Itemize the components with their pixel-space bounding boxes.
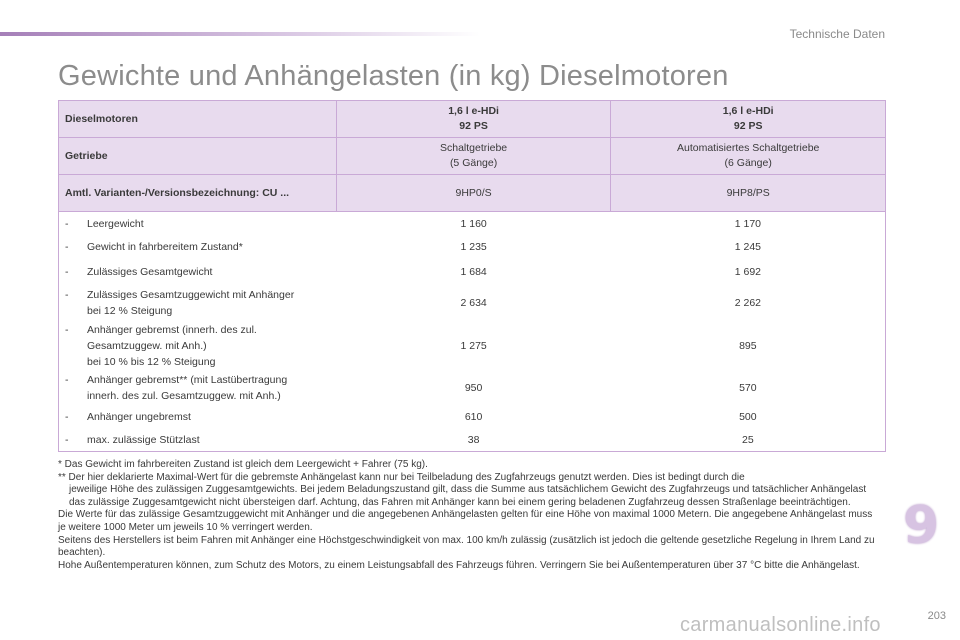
col2-gearbox: Automatisiertes Schaltgetriebe: [676, 142, 820, 154]
row-label: max. zulässige Stützlast: [87, 433, 200, 446]
row-label: Leergewicht: [87, 217, 144, 230]
col1-gears: (5 Gänge): [449, 157, 498, 169]
table-row: - Anhänger gebremst (innerh. des zul. Gesa…: [59, 321, 885, 371]
table-row: - Zulässiges Gesamtzuggewicht mit Anhänge…: [59, 285, 885, 321]
chapter-number: 9: [903, 496, 940, 556]
col2-value: 500: [739, 410, 757, 423]
row-label: Zulässiges Gesamtzuggewicht mit Anhänger: [87, 289, 295, 301]
table-body-row: - Leergewicht 1 160 1 170 - Gewicht in fah…: [58, 211, 886, 452]
footnote-1: * Das Gewicht im fahrbereiten Zustand is…: [58, 459, 428, 470]
col2-value: 1 245: [734, 240, 761, 253]
col2-variant: 9HP8/PS: [610, 174, 886, 212]
col1-value: 1 235: [460, 240, 487, 253]
table-row: - Zulässiges Gesamtgewicht 1 684 1 692: [59, 258, 885, 285]
col1-value: 610: [464, 410, 483, 423]
table-row-engine: Dieselmotoren 1,6 l e-HDi 92 PS 1,6 l e-H…: [58, 100, 886, 138]
col1-gearbox: Schaltgetriebe: [440, 142, 508, 154]
table-row-variant: Amtl. Varianten-/Versionsbezeichnung: CU…: [58, 174, 886, 212]
page-number: 203: [927, 610, 946, 622]
row-label: Amtl. Varianten-/Versionsbezeichnung: CU…: [58, 174, 337, 212]
table-row-gearbox: Getriebe Schaltgetriebe (5 Gänge) Automat…: [58, 137, 886, 175]
col2-engine: 1,6 l e-HDi: [722, 105, 774, 117]
page-title: Gewichte und Anhängelasten (in kg) Diese…: [58, 60, 729, 92]
col1-value: 1 160: [460, 217, 487, 230]
row-label: Zulässiges Gesamtgewicht: [87, 265, 213, 278]
note-altitude: Die Werte für das zulässige Gesamtzuggew…: [58, 509, 873, 533]
col2-value: 570: [739, 382, 757, 394]
row-label: Anhänger gebremst (innerh. des zul.: [87, 324, 257, 336]
row-label: Anhänger gebremst** (mit Lastübertragung: [87, 374, 288, 386]
weights-table: Dieselmotoren 1,6 l e-HDi 92 PS 1,6 l e-H…: [58, 100, 886, 452]
footnote-2-cont: jeweilige Höhe des zulässigen Zuggesamtg…: [69, 484, 867, 508]
col1-engine: 1,6 l e-HDi: [448, 105, 499, 117]
col2-value: 25: [742, 433, 754, 446]
row-label-cont: innerh. des zul. Gesamtzuggew. mit Anh.): [87, 390, 281, 402]
section-title: Technische Daten: [789, 27, 885, 41]
col1-value: 1 684: [460, 265, 487, 278]
col1-variant: 9HP0/S: [335, 174, 612, 212]
header-accent-bar: [0, 32, 480, 36]
note-temperature: Hohe Außentemperaturen können, zum Schut…: [58, 559, 860, 571]
col2-value: 1 692: [734, 265, 761, 278]
row-label: Dieselmotoren: [58, 100, 337, 138]
col2-gears: (6 Gänge): [724, 157, 772, 169]
col1-value: 950: [464, 382, 483, 394]
weights-body: - Leergewicht 1 160 1 170 - Gewicht in fah…: [59, 212, 885, 451]
table-row: - Gewicht in fahrbereitem Zustand* 1 235 …: [59, 235, 885, 258]
row-label: Gewicht in fahrbereitem Zustand*: [87, 240, 243, 253]
col1-value: 38: [467, 433, 480, 446]
col2-power: 92 PS: [733, 120, 763, 132]
row-label-cont: Gesamtzuggew. mit Anh.): [87, 340, 207, 352]
row-label-cont: bei 12 % Steigung: [87, 305, 173, 317]
watermark: carmanualsonline.info: [680, 614, 881, 636]
row-label: Anhänger ungebremst: [87, 410, 191, 423]
note-speed: Seitens des Herstellers ist beim Fahren …: [58, 534, 875, 559]
col2-value: 895: [739, 340, 757, 352]
col2-value: 1 170: [734, 217, 761, 230]
col1-value: 2 634: [460, 297, 487, 309]
row-label-cont: bei 10 % bis 12 % Steigung: [87, 356, 216, 368]
footnotes: * Das Gewicht im fahrbereiten Zustand is…: [58, 459, 878, 572]
table-row: - max. zulässige Stützlast 38 25: [59, 428, 885, 451]
table-row: - Anhänger gebremst** (mit Lastübertragun…: [59, 371, 885, 405]
row-label: Getriebe: [58, 137, 337, 175]
table-row: - Anhänger ungebremst 610 500: [59, 405, 885, 428]
col2-value: 2 262: [734, 297, 761, 309]
col1-value: 1 275: [460, 340, 487, 352]
col1-power: 92 PS: [459, 120, 488, 132]
footnote-2: ** Der hier deklarierte Maximal-Wert für…: [58, 471, 745, 483]
table-row: - Leergewicht 1 160 1 170: [59, 212, 885, 235]
